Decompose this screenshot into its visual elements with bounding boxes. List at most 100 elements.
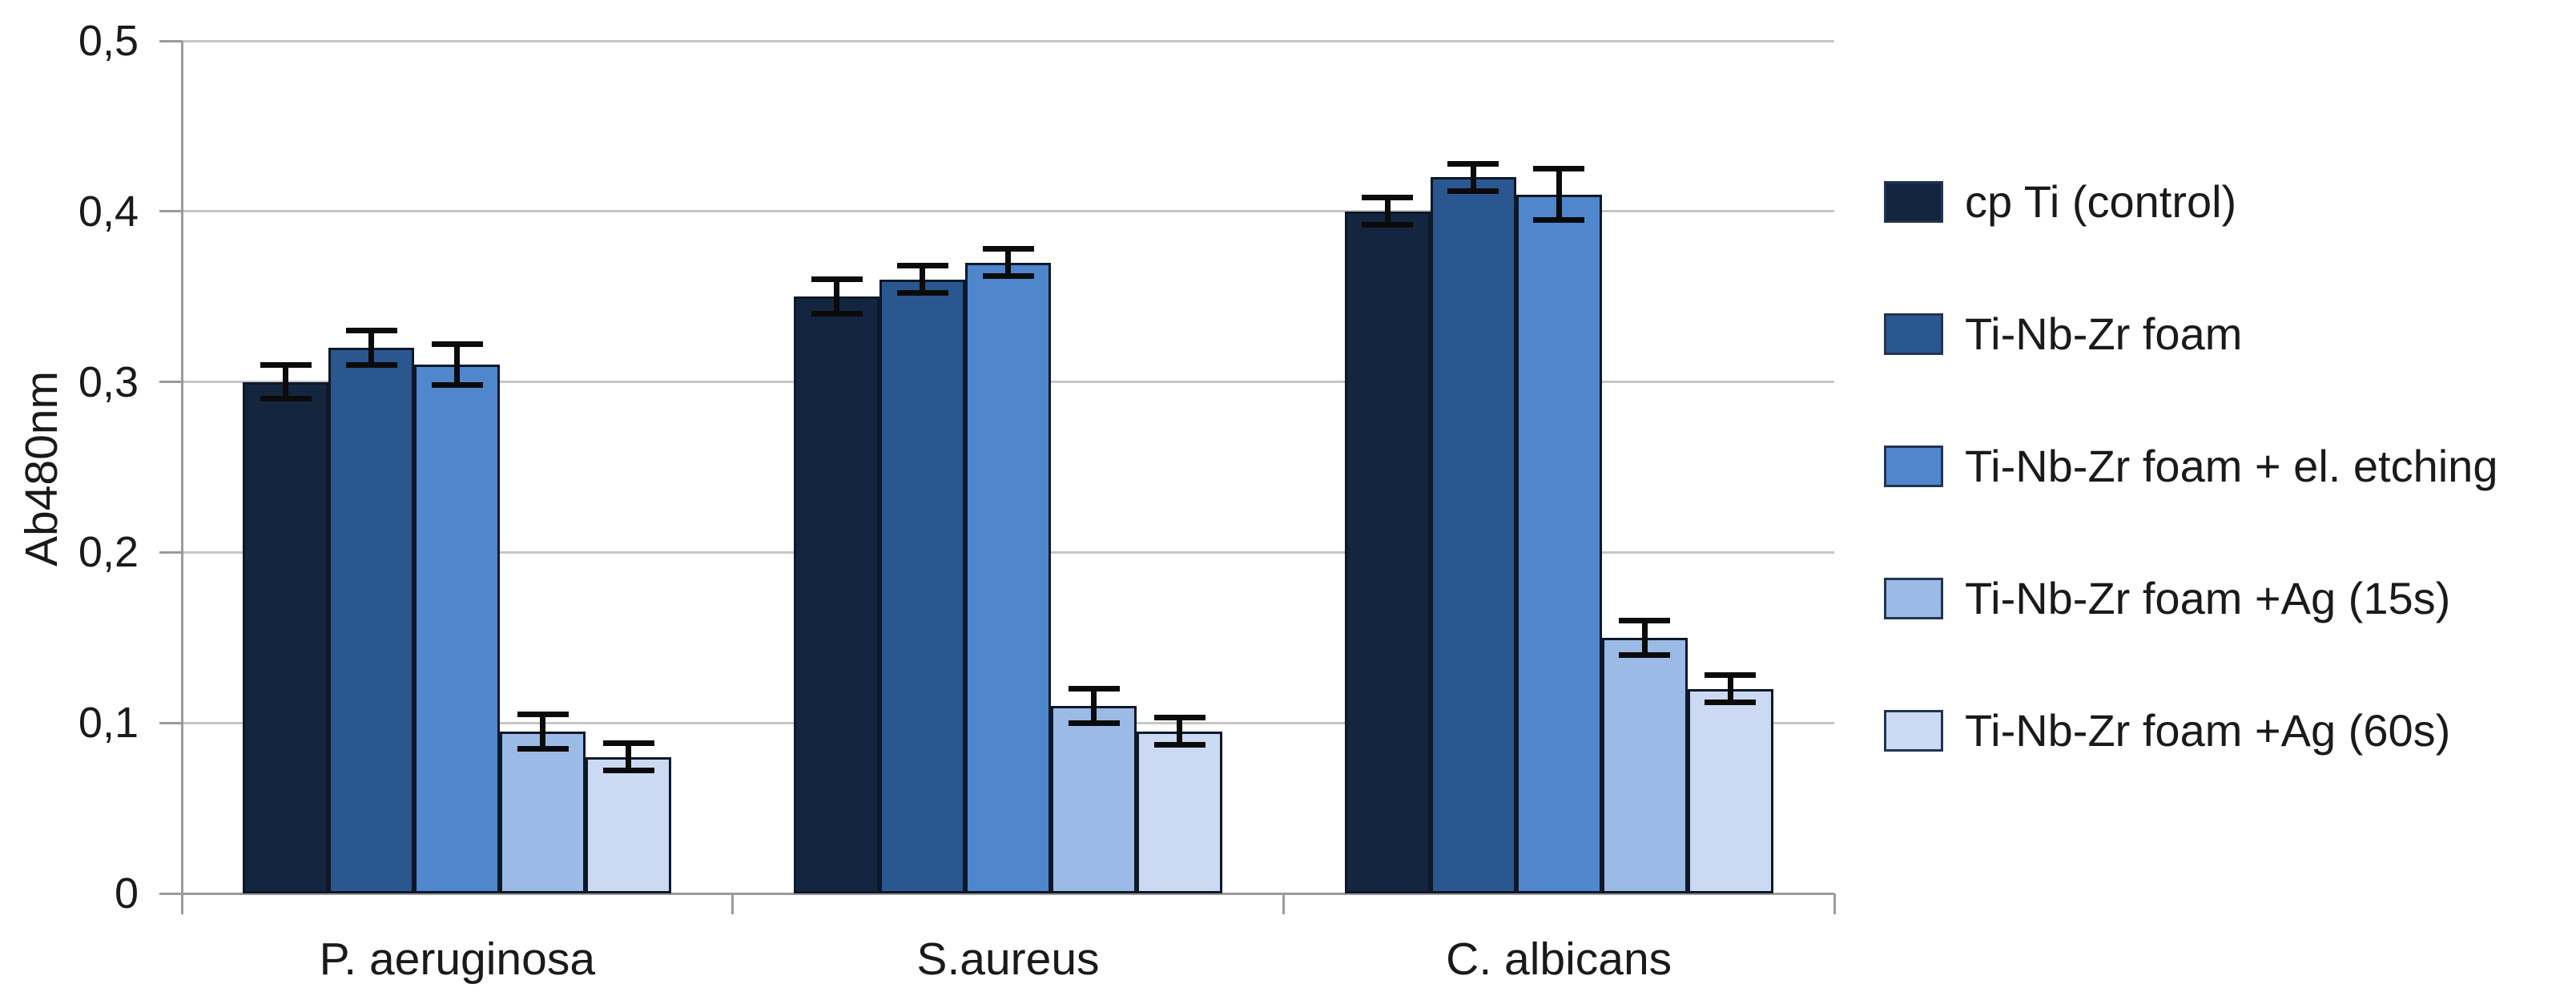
- legend-label: Ti-Nb-Zr foam + el. etching: [1965, 441, 2498, 491]
- y-axis-tick-label: 0: [114, 869, 139, 917]
- error-bar-cap-top: [431, 341, 483, 348]
- legend-item: Ti-Nb-Zr foam: [1884, 309, 2242, 359]
- error-bar-cap-bottom: [811, 310, 863, 317]
- bar-paeruginosa-s2: [328, 348, 415, 893]
- y-axis-tick-label: 0,3: [78, 357, 139, 406]
- y-axis-tick-label: 0,2: [78, 528, 139, 577]
- error-bar-cap-bottom: [1153, 742, 1205, 748]
- y-axis-tick: [159, 39, 182, 42]
- error-bar-stem: [540, 714, 546, 749]
- bar-saureus-s3: [965, 262, 1051, 893]
- error-bar-stem: [920, 265, 925, 293]
- legend-swatch: [1884, 578, 1943, 619]
- error-bar-cap-top: [517, 712, 569, 718]
- bar-calbicans-s5: [1687, 688, 1773, 893]
- error-bar-cap-bottom: [1068, 720, 1120, 726]
- error-bar-cap-top: [1619, 618, 1671, 624]
- error-bar-stem: [1470, 163, 1476, 192]
- y-axis-title: Ab480nm: [16, 371, 67, 567]
- error-bar-cap-bottom: [260, 396, 312, 402]
- error-bar-cap-top: [1447, 160, 1499, 167]
- legend-swatch: [1884, 710, 1943, 752]
- bar-saureus-s5: [1137, 731, 1222, 893]
- error-bar-stem: [1005, 248, 1011, 276]
- error-bar-cap-bottom: [1619, 651, 1671, 658]
- legend-label: Ti-Nb-Zr foam: [1965, 308, 2243, 359]
- bar-saureus-s1: [794, 296, 879, 893]
- error-bar-cap-top: [1362, 195, 1414, 201]
- error-bar-stem: [283, 365, 289, 399]
- bar-calbicans-s4: [1601, 637, 1688, 893]
- x-axis-category-label: C. albicans: [1446, 933, 1672, 985]
- error-bar-stem: [1556, 168, 1562, 220]
- error-bar-stem: [1641, 620, 1648, 655]
- error-bar-cap-bottom: [896, 290, 948, 296]
- legend-item: Ti-Nb-Zr foam +Ag (60s): [1884, 706, 2450, 756]
- error-bar-stem: [1177, 717, 1182, 745]
- bar-paeruginosa-s4: [500, 731, 586, 893]
- error-bar-cap-top: [1068, 686, 1120, 692]
- error-bar-cap-bottom: [517, 745, 569, 752]
- error-bar-cap-top: [1705, 672, 1757, 679]
- gridline-0,4: [182, 210, 1834, 213]
- legend-label: Ti-Nb-Zr foam +Ag (15s): [1965, 573, 2451, 623]
- x-axis-line: [159, 892, 1834, 895]
- y-axis-tick: [159, 721, 182, 724]
- y-axis-line: [180, 41, 183, 914]
- error-bar-cap-top: [896, 263, 948, 269]
- error-bar-stem: [368, 330, 375, 365]
- error-bar-cap-top: [1533, 166, 1585, 172]
- x-axis-tick: [1833, 893, 1836, 914]
- error-bar-cap-bottom: [345, 361, 397, 368]
- legend-item: Ti-Nb-Zr foam + el. etching: [1884, 442, 2498, 491]
- legend-swatch: [1884, 181, 1943, 223]
- error-bar-stem: [454, 344, 461, 385]
- y-axis-tick: [159, 210, 182, 213]
- y-axis-tick: [159, 892, 182, 895]
- error-bar-cap-top: [982, 246, 1034, 252]
- error-bar-cap-top: [1153, 715, 1205, 721]
- x-axis-tick: [1282, 893, 1285, 914]
- y-axis-tick-label: 0,1: [78, 699, 139, 748]
- legend-item: Ti-Nb-Zr foam +Ag (15s): [1884, 574, 2450, 623]
- error-bar-cap-top: [811, 276, 863, 283]
- error-bar-stem: [1727, 675, 1733, 703]
- error-bar-cap-top: [260, 361, 312, 368]
- error-bar-cap-top: [345, 328, 397, 334]
- error-bar-cap-bottom: [1362, 222, 1414, 228]
- y-axis-tick-label: 0,4: [78, 187, 139, 236]
- y-axis-tick: [159, 550, 182, 554]
- gridline-0,5: [182, 39, 1834, 42]
- error-bar-stem: [1384, 197, 1391, 225]
- legend-swatch: [1884, 446, 1943, 487]
- bar-saureus-s2: [879, 279, 965, 893]
- bar-saureus-s4: [1051, 705, 1137, 893]
- y-axis-tick-label: 0,5: [78, 17, 139, 65]
- y-axis-tick: [159, 381, 182, 384]
- bar-paeruginosa-s5: [586, 756, 672, 893]
- error-bar-cap-bottom: [431, 382, 483, 389]
- x-axis-tick: [731, 893, 735, 914]
- error-bar-cap-bottom: [602, 768, 654, 774]
- error-bar-stem: [626, 743, 632, 771]
- error-bar-cap-bottom: [982, 273, 1034, 280]
- legend-item: cp Ti (control): [1884, 177, 2236, 227]
- error-bar-stem: [1091, 688, 1097, 724]
- error-bar-stem: [834, 279, 839, 314]
- error-bar-cap-bottom: [1705, 700, 1757, 706]
- bar-calbicans-s2: [1430, 177, 1516, 893]
- x-axis-tick: [180, 893, 183, 914]
- bar-calbicans-s3: [1515, 194, 1602, 893]
- x-axis-category-label: S.aureus: [916, 933, 1100, 985]
- legend-swatch: [1884, 313, 1943, 355]
- bar-calbicans-s1: [1344, 211, 1431, 893]
- legend-label: cp Ti (control): [1965, 176, 2237, 227]
- error-bar-cap-bottom: [1533, 216, 1585, 223]
- bar-paeruginosa-s1: [243, 381, 329, 893]
- legend-label: Ti-Nb-Zr foam +Ag (60s): [1965, 705, 2451, 756]
- x-axis-category-label: P. aeruginosa: [319, 933, 596, 985]
- error-bar-cap-top: [602, 740, 654, 747]
- error-bar-cap-bottom: [1447, 188, 1499, 194]
- bar-paeruginosa-s3: [414, 365, 501, 893]
